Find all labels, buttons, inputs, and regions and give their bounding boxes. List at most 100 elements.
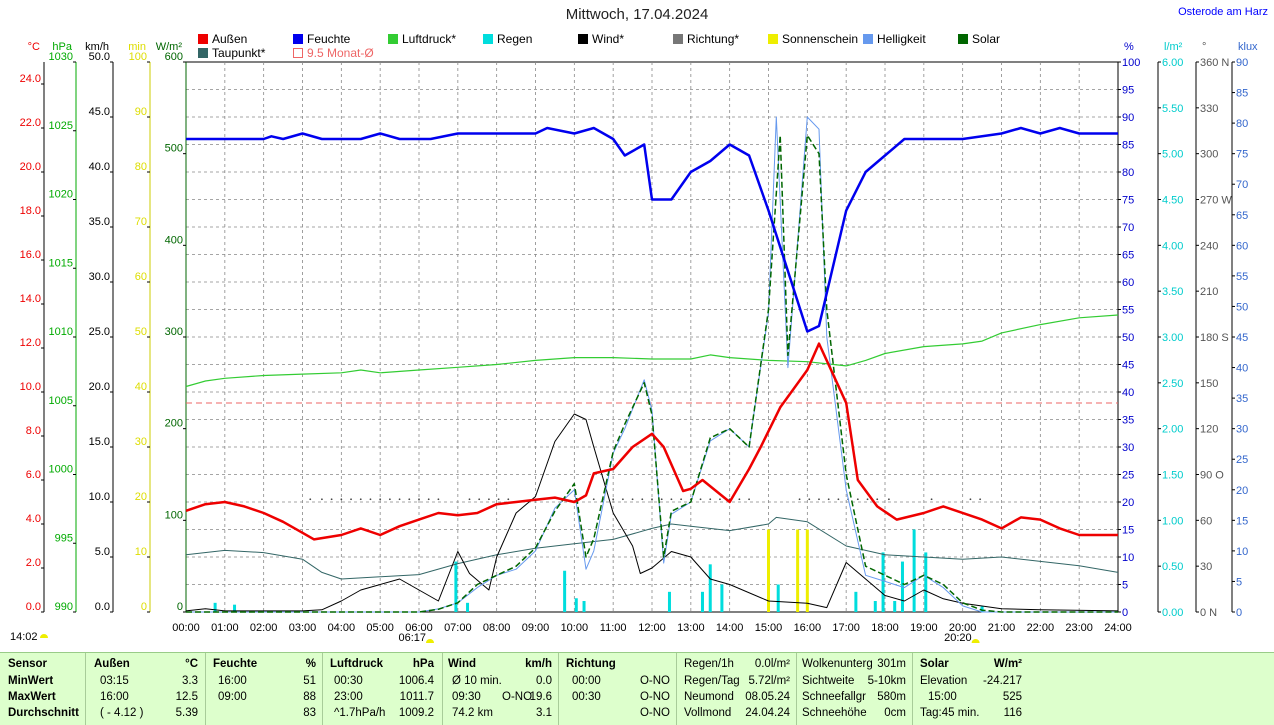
axis-unit-label: min xyxy=(128,41,146,53)
sunshine-bar xyxy=(805,529,809,612)
footer-time: 00:00 xyxy=(572,675,601,687)
x-tick-label: 05:00 xyxy=(366,622,394,634)
axis-tick-label: 70 xyxy=(135,216,147,228)
rain-bar xyxy=(873,601,877,612)
axis-tick-label: 10.0 xyxy=(20,381,41,393)
x-tick-label: 19:00 xyxy=(910,622,938,634)
axis-tick-label: 80 xyxy=(135,161,147,173)
axis-tick-label: 30.0 xyxy=(89,271,110,283)
legend-label: 9.5 Monat-Ø xyxy=(307,46,374,60)
axis-tick-label: 35 xyxy=(1122,415,1134,427)
x-tick-label: 04:00 xyxy=(328,622,356,634)
axis-tick-label: 70 xyxy=(1122,222,1134,234)
footer-value: O-NO xyxy=(639,707,670,719)
axis-tick-label: 22.0 xyxy=(20,117,41,129)
axis-tick-label: 80 xyxy=(1122,167,1134,179)
axis-tick-label: 45 xyxy=(1122,360,1134,372)
axis-unit-label: W/m² xyxy=(156,41,183,53)
axis-tick-label: 90 xyxy=(1122,112,1134,124)
x-tick-label: 12:00 xyxy=(638,622,666,634)
sunshine-bar xyxy=(767,529,770,612)
footer-time: 03:15 xyxy=(100,675,129,687)
cloud-dot xyxy=(488,498,490,501)
axis-tick-label: 20 xyxy=(1236,485,1248,497)
x-tick-label: 24:00 xyxy=(1104,622,1132,634)
footer-value: 88 xyxy=(303,691,316,703)
axis-tick-label: 1005 xyxy=(49,395,73,407)
footer-label: Wolkenunterg xyxy=(802,658,873,670)
series-line-luftdruck xyxy=(185,314,1119,388)
cloud-dot xyxy=(969,498,972,501)
footer-time: 00:30 xyxy=(334,675,363,687)
axis-tick-label: 30 xyxy=(1200,561,1212,573)
axis-tick-label: 6.00 xyxy=(1162,57,1183,69)
axis-unit-label: klux xyxy=(1238,41,1258,53)
axis-unit-label: % xyxy=(1124,41,1134,53)
footer-value: 08.05.24 xyxy=(745,691,790,703)
footer-value: 580m xyxy=(877,691,906,703)
legend-label: Feuchte xyxy=(307,32,351,46)
axis-tick-label: 60 xyxy=(1122,277,1134,289)
axis-tick-label: 3.00 xyxy=(1162,332,1183,344)
sun-icon xyxy=(40,634,48,638)
axis-tick-label: 40 xyxy=(1122,387,1134,399)
footer-value: 12.5 xyxy=(175,691,198,703)
axis-tick-label: 90 xyxy=(1236,57,1248,69)
footer-value: -24.217 xyxy=(982,675,1022,687)
sunset-label: 20:20 xyxy=(944,632,972,644)
footer-value: 301m xyxy=(877,658,906,670)
footer-value: 5.72l/m² xyxy=(748,675,790,687)
footer-header: Richtung xyxy=(566,658,616,670)
cloud-dot xyxy=(321,498,323,501)
footer-value: 51 xyxy=(303,675,316,687)
axis-tick-label: 0 N xyxy=(1200,607,1217,619)
axis-tick-label: 30 xyxy=(1122,442,1134,454)
legend-item: Luftdruck* xyxy=(388,32,456,46)
axis-tick-label: 2.0 xyxy=(26,557,41,569)
cloud-dot xyxy=(398,498,401,501)
rain-bar xyxy=(776,584,780,612)
footer-unit: W/m² xyxy=(993,658,1022,670)
axis-tick-label: 360 N xyxy=(1200,57,1229,69)
axis-tick-label: 150 xyxy=(1200,378,1218,390)
cloud-dot xyxy=(309,498,312,501)
footer-separator xyxy=(205,653,206,725)
legend-swatch xyxy=(293,34,303,44)
footer-separator xyxy=(442,653,443,725)
axis-tick-label: 0 xyxy=(141,601,147,613)
axis-tick-label: 1015 xyxy=(49,257,73,269)
footer-label: Regen/Tag xyxy=(684,675,740,687)
axis-tick-label: 24.0 xyxy=(20,73,41,85)
cloud-dot xyxy=(930,498,933,501)
footer-label: Elevation xyxy=(920,675,968,687)
axis-tick-label: 20 xyxy=(135,491,147,503)
cloud-dot xyxy=(798,498,801,501)
footer-header: Außen xyxy=(94,658,130,670)
cloud-dot xyxy=(887,498,890,501)
footer-label: Schneehöhe xyxy=(802,707,867,719)
cloud-dot xyxy=(388,498,391,501)
footer-label: Neumond xyxy=(684,691,734,703)
legend-swatch xyxy=(768,34,778,44)
legend-label: Wind* xyxy=(592,32,625,46)
axis-tick-label: 120 xyxy=(1200,424,1218,436)
footer-value: 19.6 xyxy=(529,691,552,703)
series-line-außen xyxy=(185,342,1118,541)
axis-tick-label: 18.0 xyxy=(20,205,41,217)
axis-tick-label: 100 xyxy=(1122,57,1140,69)
footer-row-label: MaxWert xyxy=(8,691,56,703)
x-tick-label: 10:00 xyxy=(561,622,589,634)
rain-bar xyxy=(708,564,712,612)
axis-tick-label: 0 xyxy=(177,601,183,613)
series-line-solar xyxy=(186,134,1118,613)
cloud-dot xyxy=(350,498,352,501)
axis-tick-label: 30 xyxy=(135,436,147,448)
weather-chart: °C 24.0 22.0 20.0 18.0 16.0 14.0 12.0 10.0 8.0 6.0… xyxy=(20,41,1258,644)
axis-tick-label: 45 xyxy=(1236,332,1248,344)
footer-label: Sichtweite xyxy=(802,675,855,687)
footer-header: Luftdruck xyxy=(330,658,384,670)
axis-tick-label: 0.00 xyxy=(1162,607,1183,619)
axis-tick-label: 4.00 xyxy=(1162,240,1183,252)
cloud-dot xyxy=(866,498,869,501)
cloud-dot xyxy=(680,498,683,501)
